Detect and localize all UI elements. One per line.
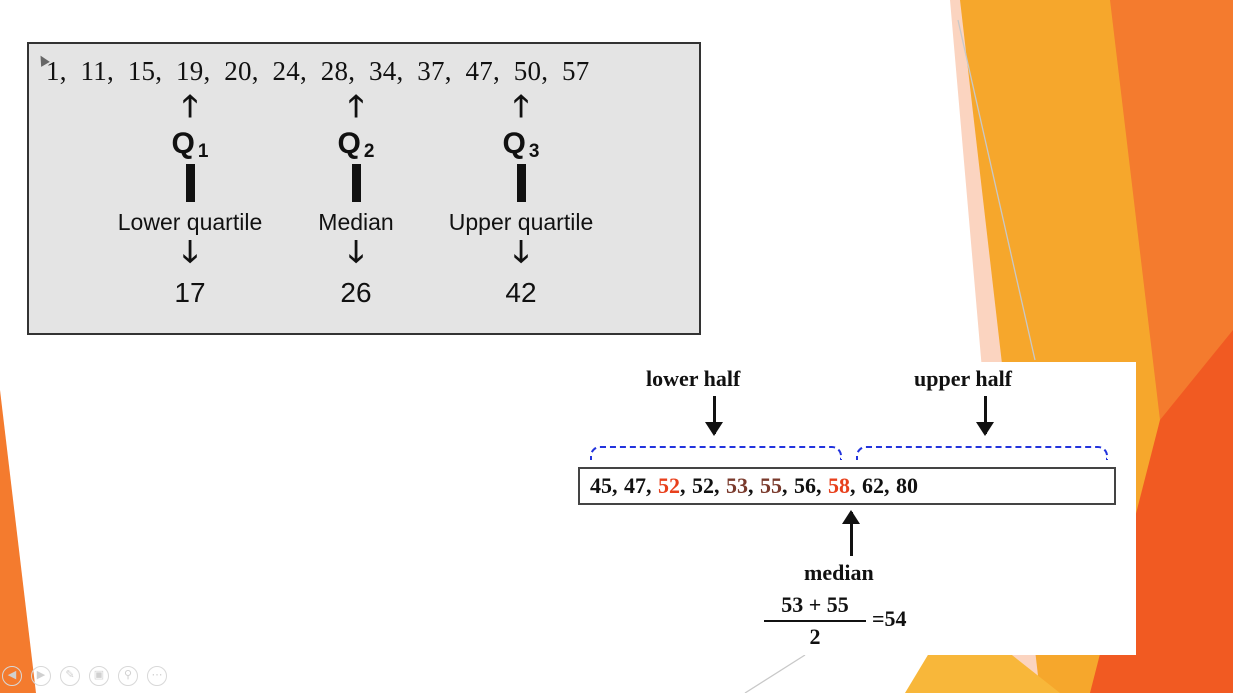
q2-label: Median [318, 209, 394, 235]
lower-half-brace [590, 446, 842, 460]
arrow-down-icon: 🡓 [348, 236, 364, 269]
decor-line [957, 19, 1036, 361]
number-segment: , 56, [782, 473, 828, 498]
median-label: median [804, 560, 874, 585]
pen-icon[interactable]: ✎ [60, 666, 80, 686]
number-list-box [578, 467, 1116, 505]
arrow-up-icon [842, 510, 860, 556]
median-result: =54 [872, 606, 907, 631]
fraction-denominator: 2 [809, 624, 821, 649]
upper-half-label: upper half [914, 366, 1013, 391]
bar-icon [185, 164, 195, 202]
arrow-down-icon [705, 396, 723, 436]
number-segment: 58 [828, 473, 850, 498]
next-icon[interactable]: ▶ [31, 666, 51, 686]
bar-icon [351, 164, 361, 202]
zoom-icon[interactable]: ⚲ [118, 666, 138, 686]
number-segment: 47, [624, 473, 658, 498]
prev-icon[interactable]: ◀ [2, 666, 22, 686]
arrow-down-icon [976, 396, 994, 436]
arrow-up-icon: 🡑 [513, 90, 529, 123]
arrow-up-icon: 🡑 [348, 90, 364, 123]
median-example-panel [576, 362, 1136, 655]
arrow-down-icon: 🡓 [182, 236, 198, 269]
number-segment: 55 [760, 473, 782, 498]
decor-line [744, 654, 806, 693]
number-segment: 52 [658, 473, 680, 498]
fraction-numerator: 53 + 55 [764, 592, 866, 622]
number-list: 45, 47, 52, 52, 53, 55, 56, 58, 62, 80 [590, 473, 918, 499]
number-segment: 53 [726, 473, 748, 498]
upper-half-brace [856, 446, 1108, 460]
number-segment: , 62, 80 [850, 473, 918, 498]
arrow-up-icon: 🡑 [182, 90, 198, 123]
q1-value: 17 [174, 277, 206, 308]
number-segment: 45, [590, 473, 624, 498]
slide-nav-bar: ◀ ▶ ✎ ▣ ⚲ ⋯ [2, 666, 167, 686]
slides-icon[interactable]: ▣ [89, 666, 109, 686]
median-fraction: 53 + 55 2 [764, 592, 866, 650]
more-icon[interactable]: ⋯ [147, 666, 167, 686]
lower-half-label: lower half [646, 366, 741, 391]
quartile-panel [27, 42, 701, 335]
bar-icon [516, 164, 526, 202]
q2-value: 26 [340, 277, 372, 308]
arrow-down-icon: 🡓 [513, 236, 529, 269]
quartile-data-list: 1, 11, 15, 19, 20, 24, 28, 34, 37, 47, 5… [46, 56, 590, 86]
decor-shape-left [0, 390, 36, 693]
q3-value: 42 [505, 277, 537, 308]
number-segment: , [748, 473, 760, 498]
q1-label: Lower quartile [117, 209, 263, 235]
number-segment: , 52, [680, 473, 726, 498]
q3-label: Upper quartile [448, 209, 594, 235]
